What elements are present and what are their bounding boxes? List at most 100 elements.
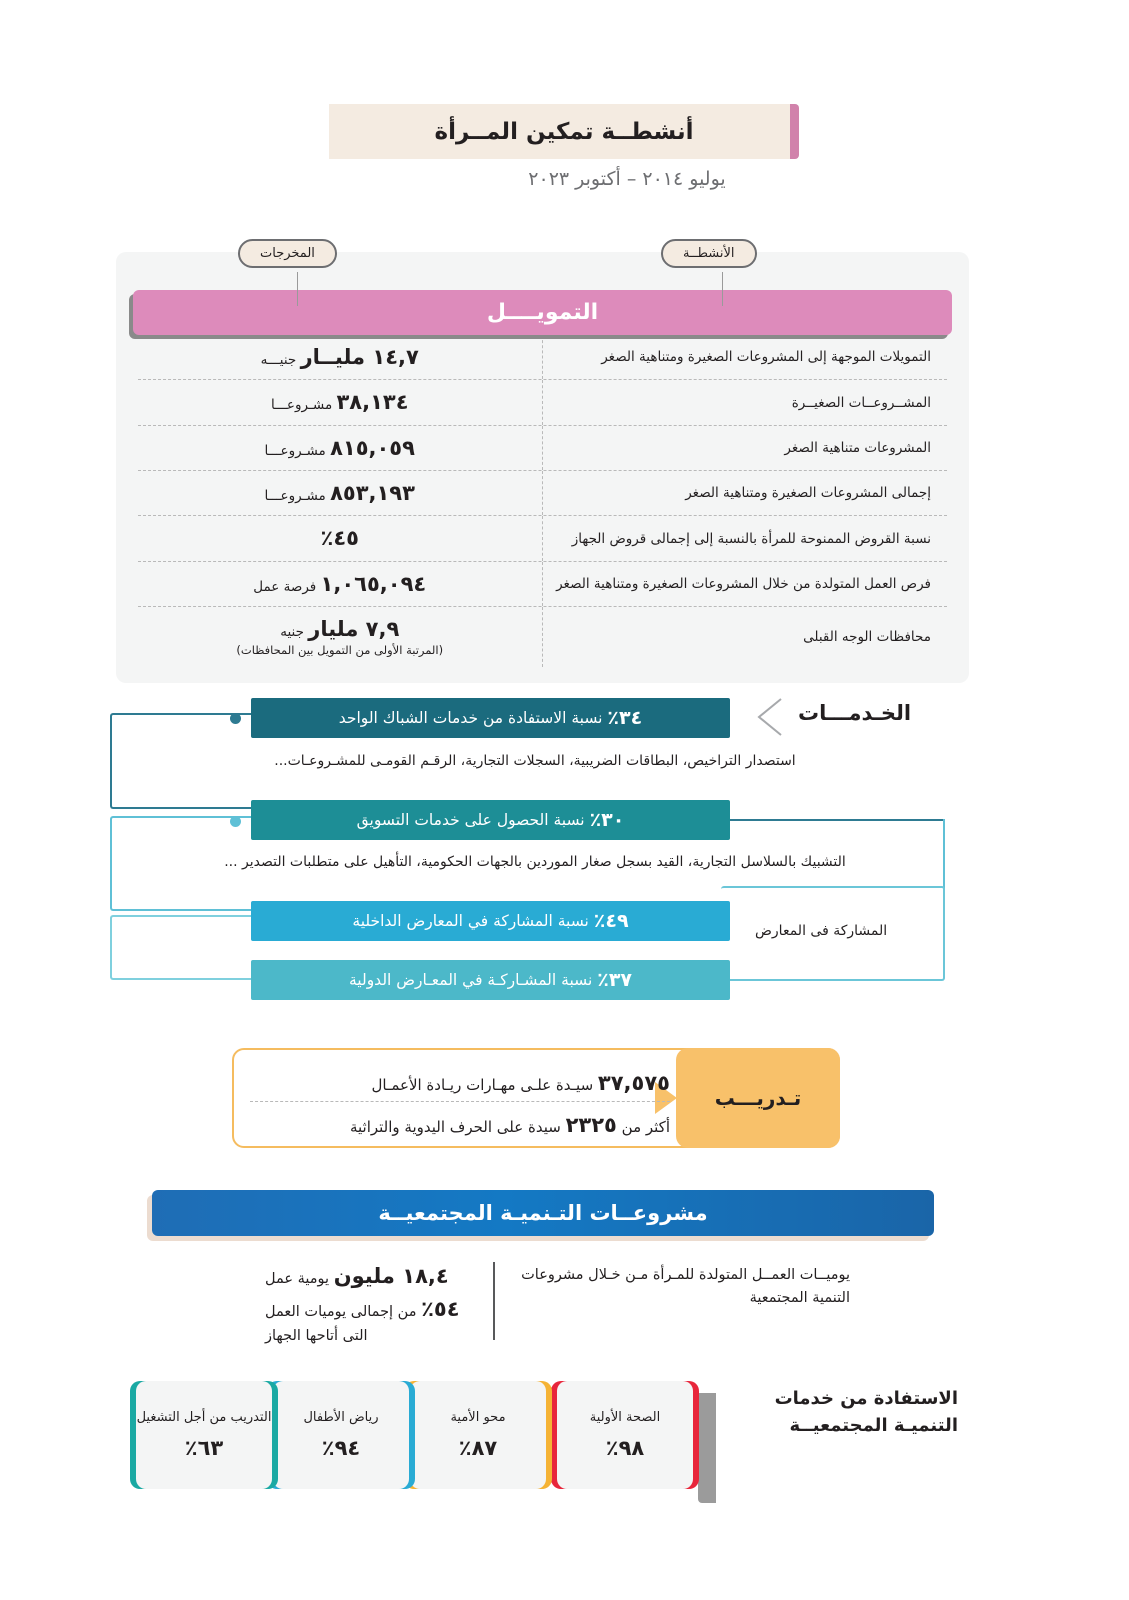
row-description: المشــروعــات الصغيــرة xyxy=(791,394,931,411)
table-row: فرص العمل المتولدة من خلال المشروعات الص… xyxy=(138,561,947,608)
title-banner-inner: أنشطــة تمكين المــرأة xyxy=(329,104,799,159)
service-bar-label: نسبة المشـاركـة في المعـارض الدولية xyxy=(348,971,593,989)
service-bar-local-exhibitions[interactable]: ٤٩٪ نسبة المشاركة في المعارض الداخلية xyxy=(251,901,730,941)
training-divider xyxy=(250,1101,670,1102)
finance-panel: التمويــــل التمويلات الموجهة إلى المشرو… xyxy=(116,252,969,683)
table-row: المشروعات متناهية الصغر ٨١٥,٠٥٩ مشـروعــ… xyxy=(138,425,947,472)
bottom-card-pct: ٦٣٪ xyxy=(184,1436,224,1461)
training-row2-prefix: أكثر من xyxy=(621,1118,670,1136)
row-value-number: ٨٥٣,١٩٣ xyxy=(330,481,415,506)
row-value-number: ٣٨,١٣٤ xyxy=(336,390,409,415)
service-bar-marketing[interactable]: ٣٠٪ نسبة الحصول على خدمات التسويق xyxy=(251,800,730,840)
training-row-crafts: أكثر من ٢٣٢٥ سيدة على الحرف اليدوية والت… xyxy=(250,1113,670,1137)
row-value-number: ١,٠٦٥,٠٩٤ xyxy=(320,571,427,596)
tab-activities[interactable]: الأنشطــة xyxy=(661,239,757,268)
row-value-unit: مشـروعـــا xyxy=(270,397,333,414)
service-bar-pct: ٣٠٪ xyxy=(589,809,625,831)
tab-activities-stem xyxy=(722,272,723,306)
tab-outputs[interactable]: المخرجات xyxy=(238,239,337,268)
service-bar-label: نسبة المشاركة في المعارض الداخلية xyxy=(352,912,589,930)
training-row2-text: سيدة على الحرف اليدوية والتراثية xyxy=(349,1118,561,1136)
bottom-card-kindergarten[interactable]: رياض الأطفال ٩٤٪ xyxy=(273,1381,409,1489)
bottom-label-shadow xyxy=(698,1393,716,1503)
training-row1-number: ٣٧,٥٧٥ xyxy=(597,1071,670,1095)
service-desc-one-window: استصدار التراخيص، البطاقات الضريبية، الس… xyxy=(274,753,796,769)
connector-dot-1 xyxy=(230,713,241,724)
community-stats: ١٨,٤ مليون يومية عمل ٥٤٪ من إجمالى يوميا… xyxy=(265,1260,480,1348)
services-line-right xyxy=(730,819,945,821)
service-desc-marketing: التشبيك بالسلاسل التجارية، القيد بسجل صغ… xyxy=(224,854,846,870)
community-description: يوميــات العمــل المتولدة للمـرأة مـن خـ… xyxy=(521,1267,850,1307)
service-bar-pct: ٤٩٪ xyxy=(593,910,629,932)
table-row: المشــروعــات الصغيــرة ٣٨,١٣٤ مشـروعـــ… xyxy=(138,380,947,426)
table-row: نسبة القروض الممنوحة للمرأة بالنسبة إلى … xyxy=(138,516,947,562)
row-value: ٤٥٪ xyxy=(138,516,543,561)
community-stat-number: ١٨,٤ مليون xyxy=(333,1264,449,1288)
row-description: المشروعات متناهية الصغر xyxy=(784,439,931,456)
community-stat-pct: ٥٤٪ xyxy=(421,1296,460,1321)
finance-table: التمويلات الموجهة إلى المشروعات الصغيرة … xyxy=(138,335,947,667)
service-bar-one-window[interactable]: ٣٤٪ نسبة الاستفادة من خدمات الشباك الواح… xyxy=(251,698,730,738)
tab-outputs-stem xyxy=(297,272,298,306)
row-description: محافظات الوجه القبلى xyxy=(803,628,931,645)
bottom-card-title: محو الأمية xyxy=(450,1409,506,1425)
bottom-card-literacy[interactable]: محو الأمية ٨٧٪ xyxy=(410,1381,546,1489)
row-value-note: (المرتبة الأولى من التمويل بين المحافظات… xyxy=(236,643,444,658)
bottom-card-title: التدريب من أجل التشغيل xyxy=(136,1409,272,1425)
row-value-unit: جنيـــه xyxy=(260,352,297,368)
title-banner: أنشطــة تمكين المــرأة xyxy=(329,104,799,159)
row-description: فرص العمل المتولدة من خلال المشروعات الص… xyxy=(556,575,931,592)
bottom-card-health[interactable]: الصحة الأولية ٩٨٪ xyxy=(557,1381,693,1489)
bottom-card-pct: ٩٤٪ xyxy=(321,1436,361,1461)
row-value-unit: جنيه xyxy=(280,624,304,641)
training-row1-text: سيـدة علـى مهـارات ريـادة الأعمـال xyxy=(371,1076,594,1094)
row-description: التمويلات الموجهة إلى المشروعات الصغيرة … xyxy=(601,349,931,366)
table-row: التمويلات الموجهة إلى المشروعات الصغيرة … xyxy=(138,335,947,381)
bottom-card-title: الصحة الأولية xyxy=(589,1409,661,1425)
exhibitions-label: المشاركة فى المعارض xyxy=(755,923,888,939)
service-bar-pct: ٣٧٪ xyxy=(597,969,633,991)
row-description: إجمالى المشروعات الصغيرة ومتناهية الصغر xyxy=(685,485,931,502)
exhibitions-frame xyxy=(721,886,945,981)
page-title: أنشطــة تمكين المــرأة xyxy=(434,118,694,145)
row-value: ١٤,٧ مليــار جنيـــه xyxy=(138,335,543,380)
service-bar-label: نسبة الاستفادة من خدمات الشباك الواحد xyxy=(338,709,603,727)
bottom-label: الاستفادة من خدمات التنميـة المجتمعيــة xyxy=(774,1388,958,1436)
bottom-card-title: رياض الأطفال xyxy=(303,1409,379,1425)
service-bar-pct: ٣٤٪ xyxy=(607,707,643,729)
row-value-number: ٨١٥,٠٥٩ xyxy=(330,435,415,460)
row-value-unit: مشـروعـــا xyxy=(264,442,326,459)
service-bar-intl-exhibitions[interactable]: ٣٧٪ نسبة المشـاركـة في المعـارض الدولية xyxy=(251,960,730,1000)
service-bar-label: نسبة الحصول على خدمات التسويق xyxy=(356,811,585,829)
row-value-number: ٤٥٪ xyxy=(320,526,359,551)
training-row2-number: ٢٣٢٥ xyxy=(565,1113,617,1137)
training-arrow-icon xyxy=(655,1082,677,1114)
row-value-unit: مشـروعـــا xyxy=(264,488,326,505)
training-badge: تـدريـــب xyxy=(676,1048,840,1148)
training-row-entrepreneurship: ٣٧,٥٧٥ سيـدة علـى مهـارات ريـادة الأعمـا… xyxy=(250,1071,670,1095)
services-line-right-vertical xyxy=(943,819,945,889)
row-value: ٨٥٣,١٩٣ مشـروعـــا xyxy=(138,471,543,516)
community-divider xyxy=(493,1262,495,1340)
services-title: الخـدمـــات xyxy=(798,701,912,725)
bottom-card-employment-training[interactable]: التدريب من أجل التشغيل ٦٣٪ xyxy=(136,1381,272,1489)
services-connector-1 xyxy=(110,713,260,809)
bottom-card-pct: ٨٧٪ xyxy=(458,1436,498,1461)
bottom-card-pct: ٩٨٪ xyxy=(605,1436,645,1461)
services-connector-3 xyxy=(110,915,260,980)
community-header: مشروعــات التـنميـة المجتمعيــة xyxy=(152,1190,934,1236)
page-subtitle: يوليو ٢٠١٤ – أكتوبر ٢٠٢٣ xyxy=(528,168,726,190)
finance-header-label: التمويــــل xyxy=(486,300,599,325)
row-description: نسبة القروض الممنوحة للمرأة بالنسبة إلى … xyxy=(571,530,931,547)
row-value: ١,٠٦٥,٠٩٤ فرصة عمل xyxy=(138,561,543,607)
row-value-number: ٧,٩ مليار xyxy=(308,617,400,642)
row-value-unit: فرصة عمل xyxy=(253,578,317,595)
row-value: ٨١٥,٠٥٩ مشـروعـــا xyxy=(138,425,543,471)
community-header-label: مشروعــات التـنميـة المجتمعيــة xyxy=(378,1201,708,1225)
chevron-left-icon xyxy=(757,698,783,736)
finance-header: التمويــــل xyxy=(133,290,952,335)
community-stat-pct-text: من إجمالى يوميات العمل التى أتاحها الجها… xyxy=(265,1303,417,1345)
table-row: إجمالى المشروعات الصغيرة ومتناهية الصغر … xyxy=(138,471,947,517)
connector-dot-2 xyxy=(230,816,241,827)
